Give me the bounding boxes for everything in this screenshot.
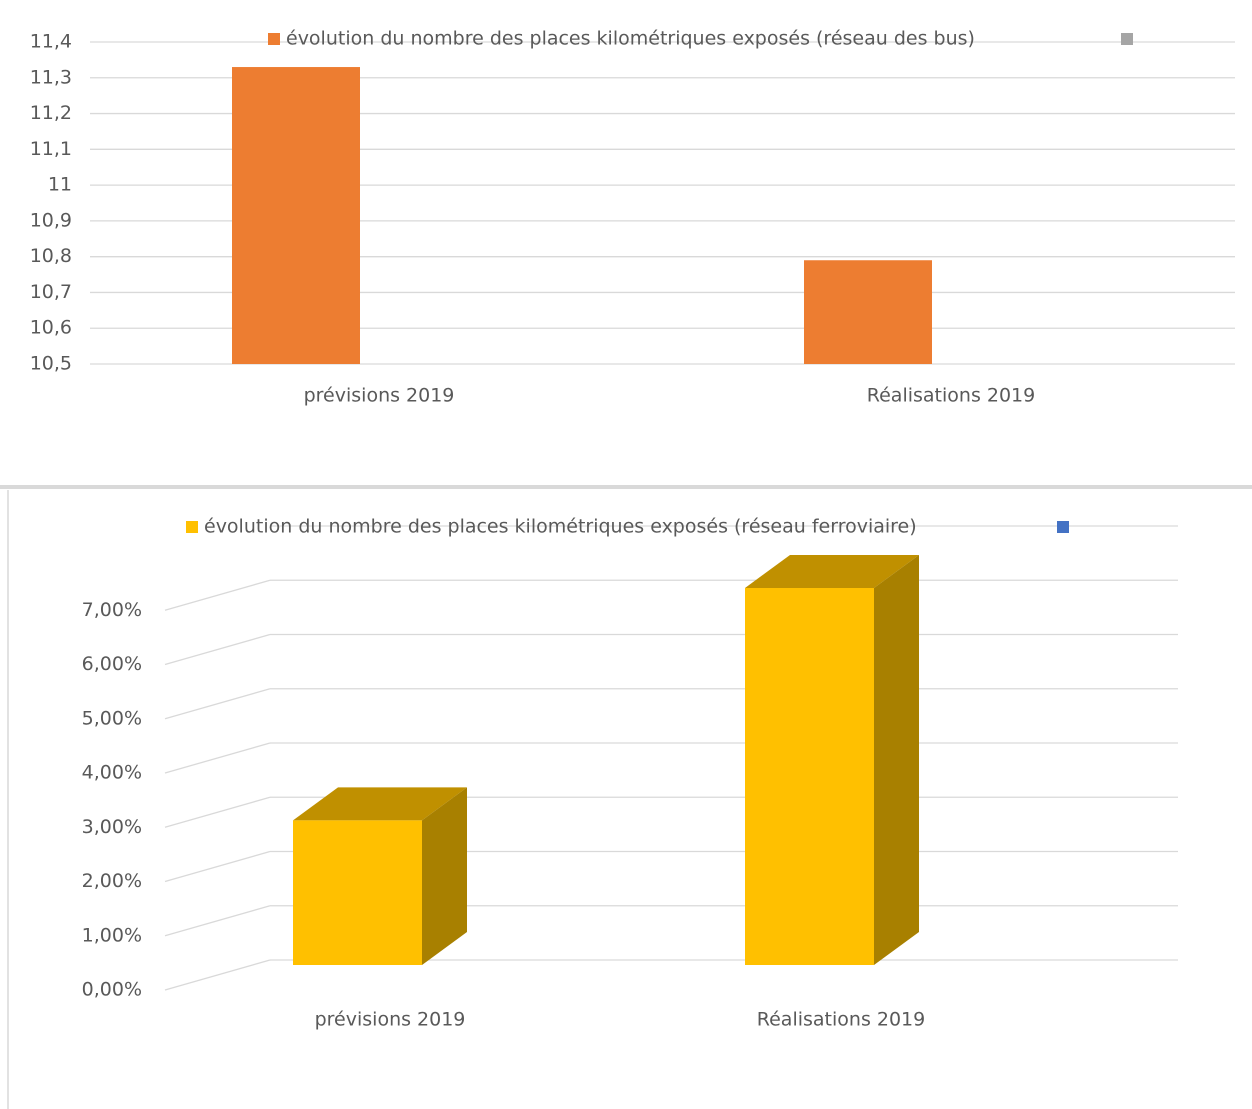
y-tick-label: 11,4 [30, 31, 72, 53]
y-tick-label: 10,9 [30, 209, 72, 231]
grid-line-side [164, 688, 271, 720]
grid-line-side [164, 633, 271, 666]
y-tick-label: 11,1 [30, 138, 72, 160]
bar-side [422, 787, 467, 965]
x-tick-label: Réalisations 2019 [867, 385, 1035, 407]
y-tick-label: 10,7 [30, 281, 72, 303]
x-tick-label: Réalisations 2019 [757, 1009, 925, 1031]
y-tick-label: 10,6 [30, 317, 72, 339]
y-tick-label: 3,00% [82, 816, 142, 838]
bar [232, 67, 360, 365]
y-tick-label: 6,00% [82, 653, 142, 675]
y-tick-label: 2,00% [82, 870, 142, 892]
y-tick-label: 1,00% [82, 924, 142, 946]
grid-line-side [164, 796, 271, 828]
grid-line-side [164, 742, 271, 774]
legend-marker [1121, 33, 1133, 45]
x-tick-label: prévisions 2019 [304, 385, 455, 407]
y-tick-label: 11 [48, 174, 72, 196]
legend-label: évolution du nombre des places kilométri… [204, 516, 917, 538]
x-tick-label: prévisions 2019 [315, 1009, 466, 1031]
legend-marker [1057, 521, 1069, 533]
grid-line-side [164, 905, 271, 937]
y-tick-label: 5,00% [82, 707, 142, 729]
bar-side [874, 555, 919, 965]
bar [745, 588, 874, 965]
y-tick-label: 7,00% [82, 599, 142, 621]
legend-marker [268, 33, 280, 45]
y-tick-label: 0,00% [82, 979, 142, 1001]
legend-marker [186, 521, 198, 533]
y-tick-label: 10,5 [30, 353, 72, 375]
bar [293, 820, 422, 965]
grid-line-side [164, 850, 271, 883]
y-tick-label: 11,3 [30, 66, 72, 88]
grid-line-side [164, 959, 271, 991]
y-tick-label: 11,2 [30, 102, 72, 124]
bar-top [293, 787, 467, 821]
y-tick-label: 10,8 [30, 245, 72, 267]
bar-top [745, 555, 919, 588]
grid-line-side [164, 579, 271, 611]
bar [804, 260, 932, 364]
legend-label: évolution du nombre des places kilométri… [286, 28, 975, 50]
y-tick-label: 4,00% [82, 762, 142, 784]
